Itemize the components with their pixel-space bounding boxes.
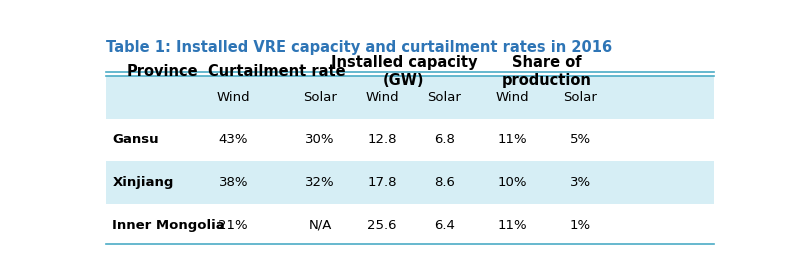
Text: Wind: Wind — [217, 91, 250, 104]
Text: 12.8: 12.8 — [367, 134, 397, 146]
Text: 21%: 21% — [218, 219, 248, 232]
Text: Installed capacity
(GW): Installed capacity (GW) — [330, 55, 477, 88]
Text: Table 1: Installed VRE capacity and curtailment rates in 2016: Table 1: Installed VRE capacity and curt… — [106, 40, 612, 55]
Text: Province: Province — [126, 64, 198, 79]
Text: Wind: Wind — [366, 91, 399, 104]
Text: 17.8: 17.8 — [367, 176, 397, 189]
Text: Solar: Solar — [303, 91, 337, 104]
Text: 1%: 1% — [570, 219, 591, 232]
Bar — [106, 76, 714, 119]
Text: Wind: Wind — [495, 91, 529, 104]
Text: 8.6: 8.6 — [434, 176, 454, 189]
Text: 32%: 32% — [306, 176, 335, 189]
Text: 11%: 11% — [498, 219, 527, 232]
Text: 30%: 30% — [306, 134, 335, 146]
Text: Gansu: Gansu — [112, 134, 159, 146]
Text: Xinjiang: Xinjiang — [112, 176, 174, 189]
Text: 25.6: 25.6 — [367, 219, 397, 232]
Text: 6.4: 6.4 — [434, 219, 454, 232]
Text: Curtailment rate: Curtailment rate — [208, 64, 346, 79]
Text: 3%: 3% — [570, 176, 591, 189]
Text: Share of
production: Share of production — [502, 55, 591, 88]
Bar — [106, 161, 714, 204]
Text: 11%: 11% — [498, 134, 527, 146]
Text: 38%: 38% — [218, 176, 248, 189]
Text: 6.8: 6.8 — [434, 134, 454, 146]
Text: Solar: Solar — [427, 91, 461, 104]
Text: 5%: 5% — [570, 134, 591, 146]
Text: Inner Mongolia: Inner Mongolia — [112, 219, 225, 232]
Text: 10%: 10% — [498, 176, 527, 189]
Text: Solar: Solar — [563, 91, 598, 104]
Text: N/A: N/A — [309, 219, 332, 232]
Text: 43%: 43% — [218, 134, 248, 146]
